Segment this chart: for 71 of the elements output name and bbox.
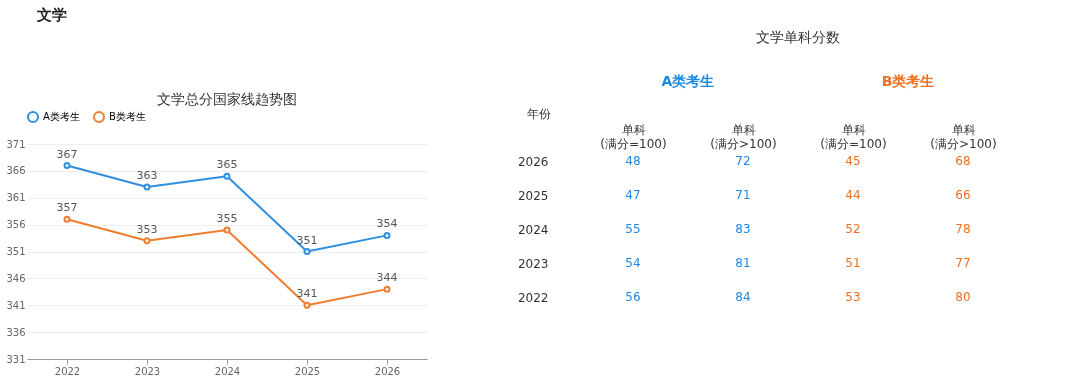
data-label: 341 (296, 287, 318, 301)
point (303, 301, 311, 309)
y-tick-label: 361 (6, 192, 26, 204)
data-label: 77 (955, 256, 971, 270)
point (383, 231, 391, 239)
text: B类考生 (881, 73, 935, 89)
data-label: 365 (216, 158, 238, 172)
y-tick-label: 351 (6, 246, 26, 257)
data-label: 80 (955, 290, 971, 304)
data-label: 55 (625, 222, 641, 236)
y-tick-label: 356 (6, 219, 26, 231)
point (223, 226, 231, 234)
data-label: 52 (845, 222, 861, 236)
y-tick-label: 2022 (517, 290, 549, 305)
y-tick-label: 2024 (517, 222, 549, 237)
data-label: 48 (625, 154, 641, 168)
data-label: 83 (735, 222, 751, 236)
y-tick-label: 331 (6, 353, 26, 365)
data-label: 367 (56, 147, 78, 161)
x-tick-label: 单科 (满分=100) (600, 122, 667, 151)
y-tick-label: 371 (6, 138, 26, 150)
point (63, 162, 71, 169)
text: A类考生 (661, 73, 715, 89)
y-tick-label: 341 (6, 299, 26, 311)
x-tick-label: 单科 (满分>100) (710, 122, 777, 151)
data-label: 54 (625, 256, 641, 270)
data-label: 344 (376, 271, 398, 285)
data-label: 51 (845, 256, 861, 270)
data-label: 351 (296, 233, 318, 247)
y-axis-title: 年份 (526, 106, 551, 121)
data-label: 68 (955, 154, 971, 168)
data-label: 84 (735, 290, 751, 304)
data-label: 353 (136, 222, 158, 236)
point (303, 248, 311, 255)
chart-title: 文学总分国家线趋势图 (157, 91, 297, 107)
data-label: 81 (735, 256, 751, 270)
data-label: 357 (56, 201, 78, 215)
legend-label: B类考生 (109, 111, 146, 122)
y-tick-label: 366 (6, 165, 26, 177)
point (143, 237, 151, 245)
point (63, 215, 71, 223)
point (383, 285, 391, 293)
y-tick-label: 2026 (517, 154, 549, 169)
data-label: 66 (955, 188, 971, 202)
data-label: 71 (735, 188, 751, 202)
data-label: 56 (625, 290, 641, 304)
data-label: 47 (625, 188, 641, 202)
x-tick-label: 2025 (294, 365, 321, 377)
x-tick-label: 2026 (374, 365, 401, 377)
x-tick-label: 2022 (54, 365, 81, 377)
legend-label: A类考生 (43, 111, 80, 122)
data-label: 78 (955, 222, 971, 236)
y-tick-label: 2025 (517, 188, 549, 203)
y-tick-label: 2023 (517, 256, 549, 271)
data-label: 45 (845, 154, 861, 168)
x-tick-label: 2023 (134, 365, 161, 377)
data-label: 363 (136, 169, 158, 182)
data-label: 355 (216, 212, 238, 225)
x-tick-label: 单科 (满分=100) (820, 122, 887, 151)
y-tick-label: 336 (6, 326, 26, 338)
data-label: 44 (845, 188, 861, 202)
data-label: 354 (376, 217, 398, 231)
x-tick-label: 单科 (满分>100) (930, 122, 997, 151)
chart-title: 文学单科分数 (756, 29, 840, 45)
data-label: 53 (845, 290, 861, 304)
y-tick-label: 346 (6, 272, 26, 284)
text: 文学 (36, 6, 67, 24)
data-label: 72 (735, 154, 751, 168)
point (223, 172, 231, 180)
x-tick-label: 2024 (214, 365, 241, 377)
point (143, 183, 151, 191)
